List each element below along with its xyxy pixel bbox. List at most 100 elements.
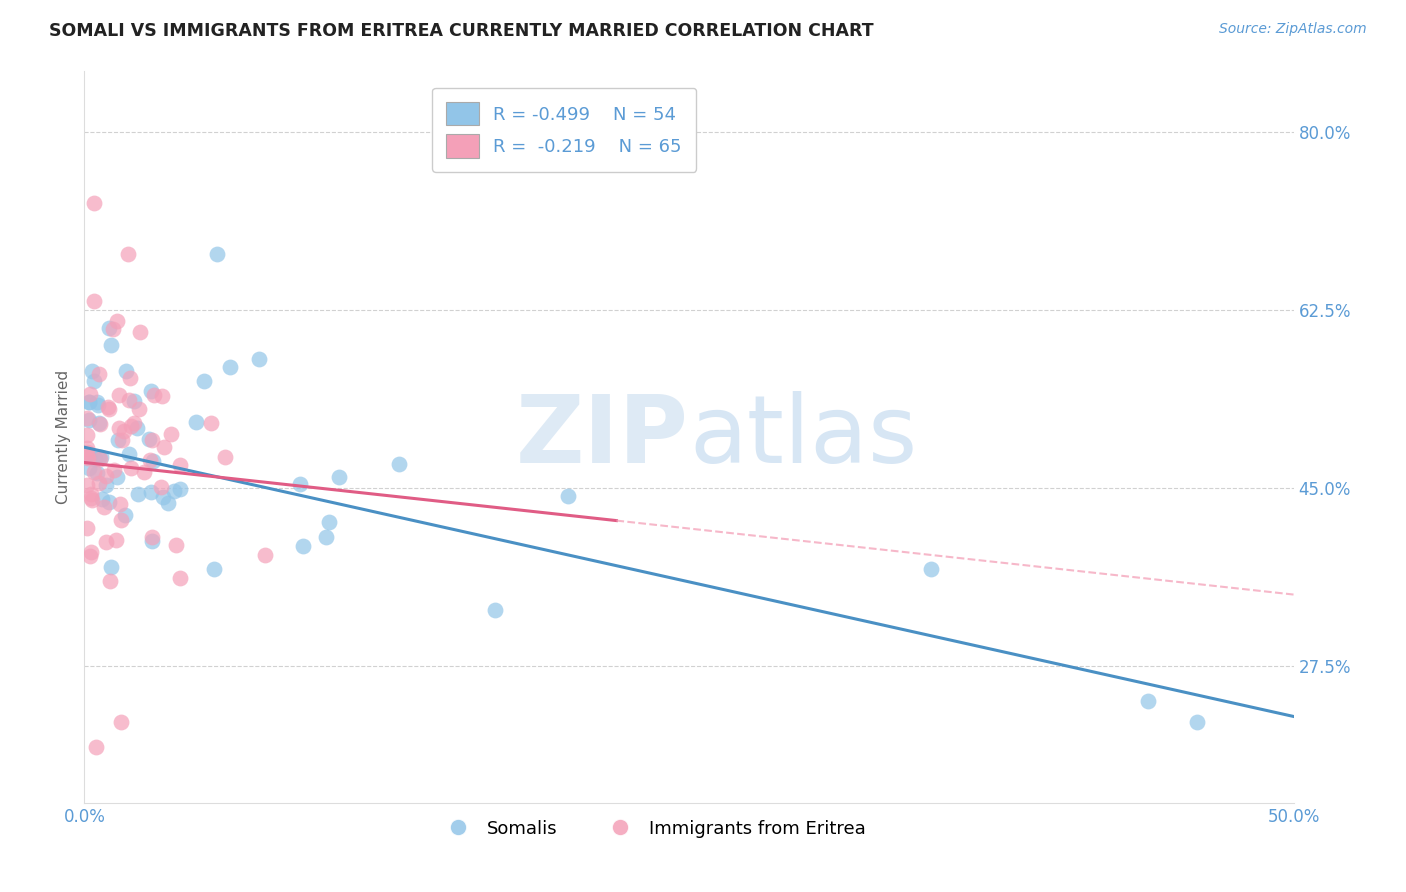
Point <box>920 562 942 576</box>
Point <box>138 452 160 467</box>
Point <box>80 492 103 507</box>
Point <box>388 457 411 471</box>
Point <box>98 321 121 335</box>
Point <box>110 513 132 527</box>
Point <box>112 424 135 438</box>
Point <box>141 533 163 548</box>
Point <box>86 395 108 409</box>
Point <box>76 521 98 535</box>
Point <box>115 364 138 378</box>
Text: atlas: atlas <box>689 391 917 483</box>
Point <box>77 395 100 409</box>
Text: Source: ZipAtlas.com: Source: ZipAtlas.com <box>1219 22 1367 37</box>
Point <box>93 500 115 515</box>
Point <box>219 359 242 374</box>
Point <box>87 476 110 491</box>
Point <box>117 447 139 461</box>
Point <box>141 434 163 448</box>
Point <box>1137 694 1160 708</box>
Point <box>100 338 122 352</box>
Point <box>76 478 98 492</box>
Point <box>160 426 183 441</box>
Point <box>152 490 174 504</box>
Point <box>111 434 134 448</box>
Point <box>94 478 117 492</box>
Point <box>122 394 145 409</box>
Point <box>107 434 129 448</box>
Point <box>254 549 277 563</box>
Point <box>484 602 506 616</box>
Point <box>76 411 98 425</box>
Point <box>202 562 225 576</box>
Point <box>77 394 100 409</box>
Point <box>89 367 111 381</box>
Point <box>138 433 160 447</box>
Point <box>127 486 149 500</box>
Point <box>103 463 125 477</box>
Point <box>288 476 311 491</box>
Point <box>76 428 98 442</box>
Point <box>107 469 129 483</box>
Point <box>101 322 124 336</box>
Point <box>105 533 128 547</box>
Point <box>110 714 132 729</box>
Point <box>117 247 139 261</box>
Point <box>184 415 207 429</box>
Point <box>77 413 100 427</box>
Point <box>100 560 122 574</box>
Point <box>169 458 191 472</box>
Point <box>156 496 179 510</box>
Point <box>77 449 100 463</box>
Point <box>80 545 103 559</box>
Point <box>150 389 173 403</box>
Point <box>76 450 98 464</box>
Point <box>139 384 162 399</box>
Point <box>1185 714 1208 729</box>
Point <box>214 450 236 464</box>
Point <box>90 492 112 507</box>
Point <box>117 393 139 408</box>
Point <box>163 484 186 499</box>
Point <box>80 364 103 378</box>
Point <box>83 466 105 480</box>
Point <box>128 402 150 417</box>
Point <box>150 480 173 494</box>
Point <box>291 539 314 553</box>
Point <box>79 387 101 401</box>
Text: ZIP: ZIP <box>516 391 689 483</box>
Point <box>87 398 110 412</box>
Point <box>557 489 579 503</box>
Point <box>87 450 110 465</box>
Point <box>86 466 108 480</box>
Point <box>105 314 128 328</box>
Point <box>318 515 340 529</box>
Point <box>76 441 98 455</box>
Point <box>120 461 142 475</box>
Point <box>84 451 107 466</box>
Point <box>89 451 111 466</box>
Point <box>79 487 101 501</box>
Point <box>89 417 111 432</box>
Point <box>83 374 105 388</box>
Point <box>200 416 222 430</box>
Y-axis label: Currently Married: Currently Married <box>56 370 72 504</box>
Point <box>328 470 350 484</box>
Point <box>165 538 187 552</box>
Point <box>120 371 142 385</box>
Point <box>98 574 121 588</box>
Point <box>120 419 142 434</box>
Point <box>125 420 148 434</box>
Point <box>98 401 121 416</box>
Point <box>193 374 215 388</box>
Point <box>247 351 270 366</box>
Point <box>142 387 165 401</box>
Point <box>315 530 337 544</box>
Point <box>122 416 145 430</box>
Point <box>142 454 165 468</box>
Point <box>97 400 120 414</box>
Point <box>96 535 118 549</box>
Point <box>79 549 101 564</box>
Point <box>77 451 100 466</box>
Point <box>207 247 229 261</box>
Point <box>139 484 162 499</box>
